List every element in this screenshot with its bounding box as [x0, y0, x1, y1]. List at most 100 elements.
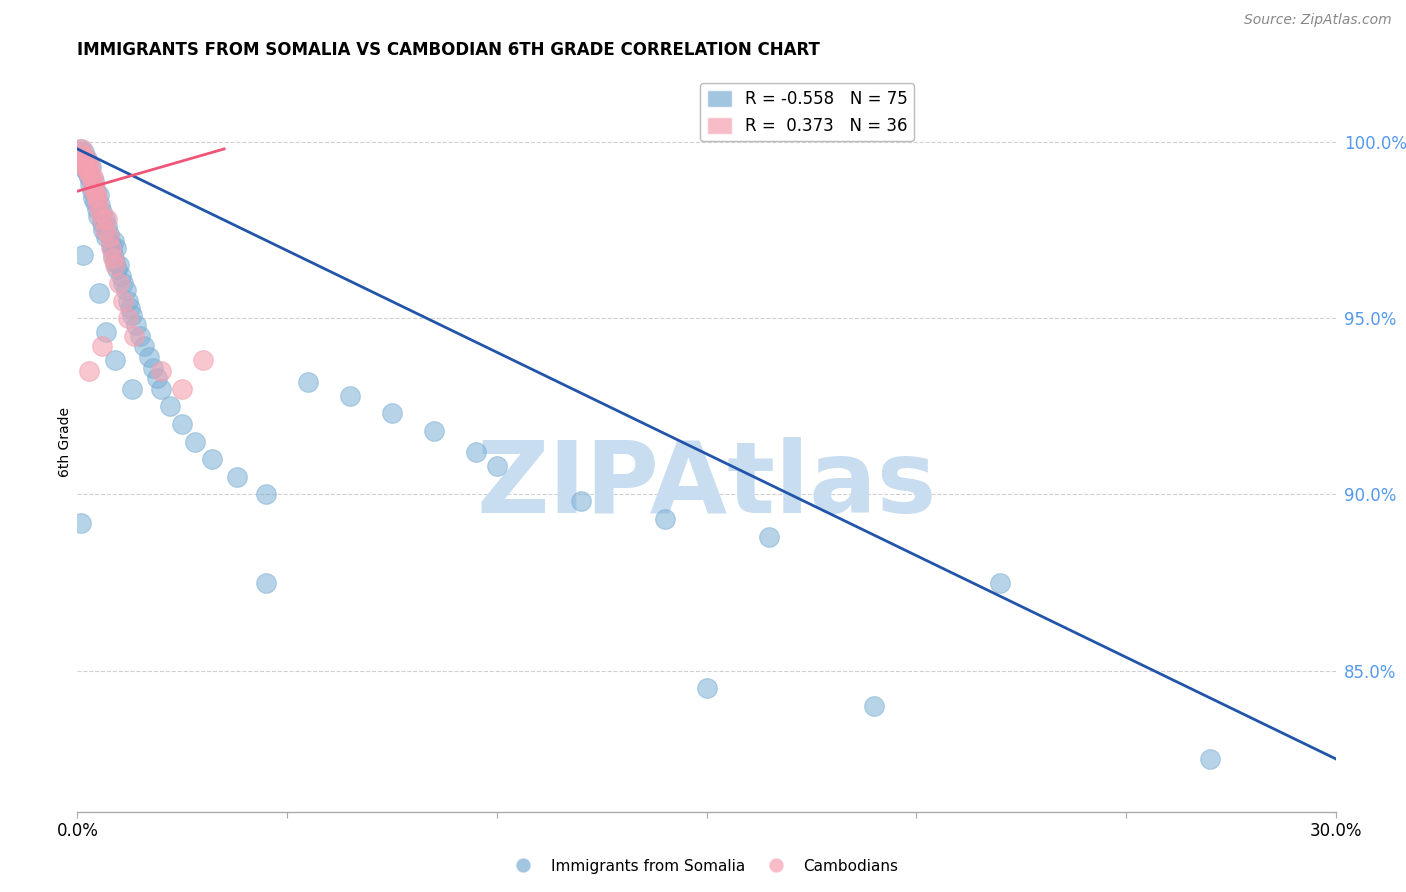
- Point: [67, 153, 90, 167]
- Point: [150, 364, 173, 378]
- Point: [75, 163, 97, 178]
- Point: [569, 494, 592, 508]
- Point: [654, 512, 676, 526]
- Point: [77, 167, 100, 181]
- Text: ZIPAtlas: ZIPAtlas: [477, 437, 936, 534]
- Point: [105, 261, 128, 276]
- Point: [117, 293, 139, 308]
- Point: [112, 276, 135, 290]
- Point: [82, 170, 104, 185]
- Point: [138, 350, 160, 364]
- Point: [423, 424, 446, 438]
- Point: [142, 360, 165, 375]
- Point: [84, 194, 107, 209]
- Point: [104, 254, 127, 268]
- Legend: R = -0.558   N = 75, R =  0.373   N = 36: R = -0.558 N = 75, R = 0.373 N = 36: [700, 83, 914, 142]
- Point: [93, 212, 115, 227]
- Point: [72, 149, 94, 163]
- Point: [89, 198, 111, 212]
- Point: [70, 142, 93, 156]
- Point: [84, 187, 107, 202]
- Point: [117, 311, 139, 326]
- Point: [159, 399, 181, 413]
- Point: [134, 339, 156, 353]
- Point: [76, 153, 98, 167]
- Point: [86, 202, 108, 216]
- Point: [101, 248, 124, 262]
- Point: [464, 445, 486, 459]
- Point: [146, 371, 169, 385]
- Point: [84, 184, 107, 198]
- Point: [87, 209, 110, 223]
- Point: [79, 177, 101, 191]
- Point: [200, 452, 222, 467]
- Point: [80, 170, 103, 185]
- Point: [104, 258, 127, 272]
- Point: [89, 187, 111, 202]
- Point: [108, 258, 131, 272]
- Point: [97, 230, 120, 244]
- Point: [339, 389, 361, 403]
- Point: [121, 308, 143, 322]
- Point: [91, 339, 114, 353]
- Point: [89, 205, 111, 219]
- Point: [72, 156, 94, 170]
- Text: IMMIGRANTS FROM SOMALIA VS CAMBODIAN 6TH GRADE CORRELATION CHART: IMMIGRANTS FROM SOMALIA VS CAMBODIAN 6TH…: [77, 41, 820, 59]
- Point: [83, 184, 105, 198]
- Point: [254, 575, 277, 590]
- Point: [125, 318, 148, 333]
- Point: [112, 293, 135, 308]
- Point: [100, 241, 122, 255]
- Point: [297, 375, 319, 389]
- Point: [118, 301, 141, 315]
- Point: [79, 160, 101, 174]
- Point: [758, 530, 780, 544]
- Y-axis label: 6th Grade: 6th Grade: [58, 407, 72, 476]
- Point: [254, 487, 277, 501]
- Point: [225, 470, 247, 484]
- Point: [191, 353, 215, 368]
- Point: [103, 234, 125, 248]
- Point: [100, 241, 122, 255]
- Legend: Immigrants from Somalia, Cambodians: Immigrants from Somalia, Cambodians: [502, 853, 904, 880]
- Point: [110, 268, 132, 283]
- Point: [97, 227, 120, 241]
- Point: [96, 212, 118, 227]
- Point: [381, 406, 404, 420]
- Point: [87, 198, 110, 212]
- Point: [150, 382, 173, 396]
- Point: [67, 145, 90, 160]
- Point: [91, 212, 114, 227]
- Point: [73, 156, 96, 170]
- Point: [82, 191, 104, 205]
- Point: [84, 180, 107, 194]
- Point: [121, 382, 143, 396]
- Point: [696, 681, 718, 696]
- Point: [94, 325, 117, 339]
- Point: [96, 219, 118, 234]
- Point: [80, 184, 103, 198]
- Point: [69, 516, 91, 530]
- Point: [89, 286, 111, 301]
- Point: [72, 145, 94, 160]
- Point: [101, 251, 124, 265]
- Point: [72, 248, 94, 262]
- Point: [863, 698, 886, 713]
- Point: [76, 167, 98, 181]
- Point: [83, 174, 105, 188]
- Point: [76, 156, 98, 170]
- Point: [73, 160, 96, 174]
- Point: [94, 230, 117, 244]
- Point: [104, 353, 127, 368]
- Point: [80, 160, 103, 174]
- Point: [485, 459, 508, 474]
- Point: [77, 170, 100, 185]
- Point: [90, 216, 112, 230]
- Point: [100, 237, 122, 252]
- Point: [69, 142, 91, 156]
- Point: [80, 177, 103, 191]
- Point: [108, 276, 131, 290]
- Point: [114, 283, 136, 297]
- Point: [93, 223, 115, 237]
- Point: [988, 575, 1011, 590]
